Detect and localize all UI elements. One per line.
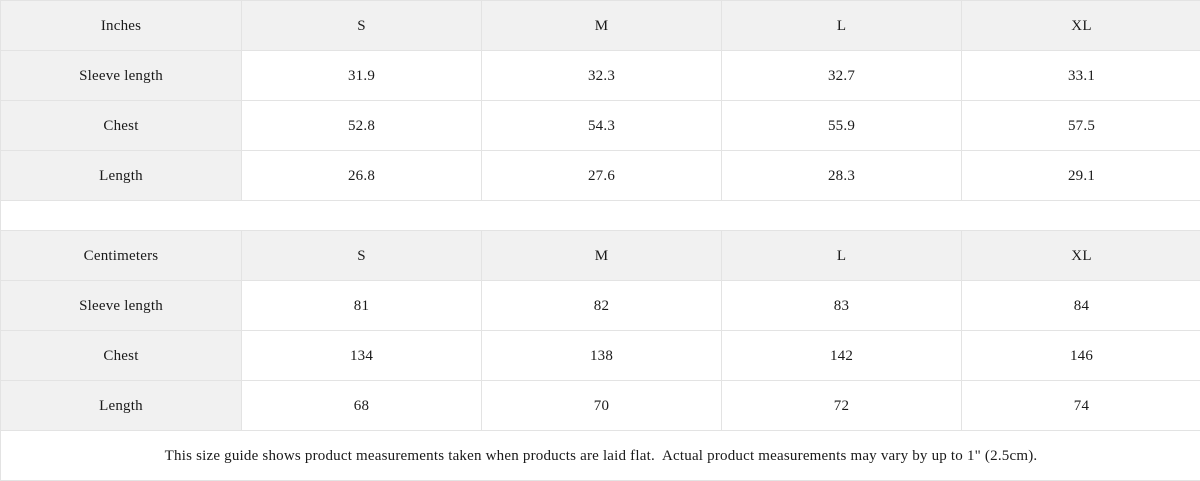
cell-sleeve-length-l-cm: 83 <box>722 281 962 331</box>
cell-chest-m-inches: 54.3 <box>482 101 722 151</box>
cell-chest-xl-cm: 146 <box>962 331 1200 381</box>
cell-length-s-inches: 26.8 <box>242 151 482 201</box>
cell-chest-s-inches: 52.8 <box>242 101 482 151</box>
cell-length-l-inches: 28.3 <box>722 151 962 201</box>
row-label-length-inches: Length <box>1 151 242 201</box>
row-label-sleeve-length-inches: Sleeve length <box>1 51 242 101</box>
cell-length-m-inches: 27.6 <box>482 151 722 201</box>
cell-length-l-cm: 72 <box>722 381 962 431</box>
size-header-m: M <box>482 1 722 51</box>
cell-chest-m-cm: 138 <box>482 331 722 381</box>
cell-sleeve-length-xl-cm: 84 <box>962 281 1200 331</box>
size-header-s-cm: S <box>242 231 482 281</box>
cell-sleeve-length-m-cm: 82 <box>482 281 722 331</box>
size-header-m-cm: M <box>482 231 722 281</box>
row-label-length-cm: Length <box>1 381 242 431</box>
size-guide-footnote: This size guide shows product measuremen… <box>1 431 1200 481</box>
size-header-xl: XL <box>962 1 1200 51</box>
table-row: Sleeve length 81 82 83 84 <box>1 281 1200 331</box>
unit-header-inches: Inches <box>1 1 242 51</box>
cell-length-m-cm: 70 <box>482 381 722 431</box>
table-spacer-cell <box>1 201 1200 231</box>
table-row: Chest 52.8 54.3 55.9 57.5 <box>1 101 1200 151</box>
table-row: Length 26.8 27.6 28.3 29.1 <box>1 151 1200 201</box>
table-row: Sleeve length 31.9 32.3 32.7 33.1 <box>1 51 1200 101</box>
size-header-l-cm: L <box>722 231 962 281</box>
cell-chest-l-inches: 55.9 <box>722 101 962 151</box>
cell-sleeve-length-m-inches: 32.3 <box>482 51 722 101</box>
cell-length-xl-inches: 29.1 <box>962 151 1200 201</box>
table-header-row-centimeters: Centimeters S M L XL <box>1 231 1200 281</box>
unit-header-centimeters: Centimeters <box>1 231 242 281</box>
cell-sleeve-length-l-inches: 32.7 <box>722 51 962 101</box>
cell-sleeve-length-s-cm: 81 <box>242 281 482 331</box>
table-row: Chest 134 138 142 146 <box>1 331 1200 381</box>
table-row: Length 68 70 72 74 <box>1 381 1200 431</box>
table-spacer-row <box>1 201 1200 231</box>
size-header-xl-cm: XL <box>962 231 1200 281</box>
cell-length-s-cm: 68 <box>242 381 482 431</box>
cell-length-xl-cm: 74 <box>962 381 1200 431</box>
size-header-l: L <box>722 1 962 51</box>
cell-chest-l-cm: 142 <box>722 331 962 381</box>
cell-chest-xl-inches: 57.5 <box>962 101 1200 151</box>
row-label-sleeve-length-cm: Sleeve length <box>1 281 242 331</box>
row-label-chest-inches: Chest <box>1 101 242 151</box>
size-header-s: S <box>242 1 482 51</box>
row-label-chest-cm: Chest <box>1 331 242 381</box>
cell-sleeve-length-xl-inches: 33.1 <box>962 51 1200 101</box>
cell-sleeve-length-s-inches: 31.9 <box>242 51 482 101</box>
footnote-row: This size guide shows product measuremen… <box>1 431 1200 481</box>
cell-chest-s-cm: 134 <box>242 331 482 381</box>
table-header-row-inches: Inches S M L XL <box>1 1 1200 51</box>
